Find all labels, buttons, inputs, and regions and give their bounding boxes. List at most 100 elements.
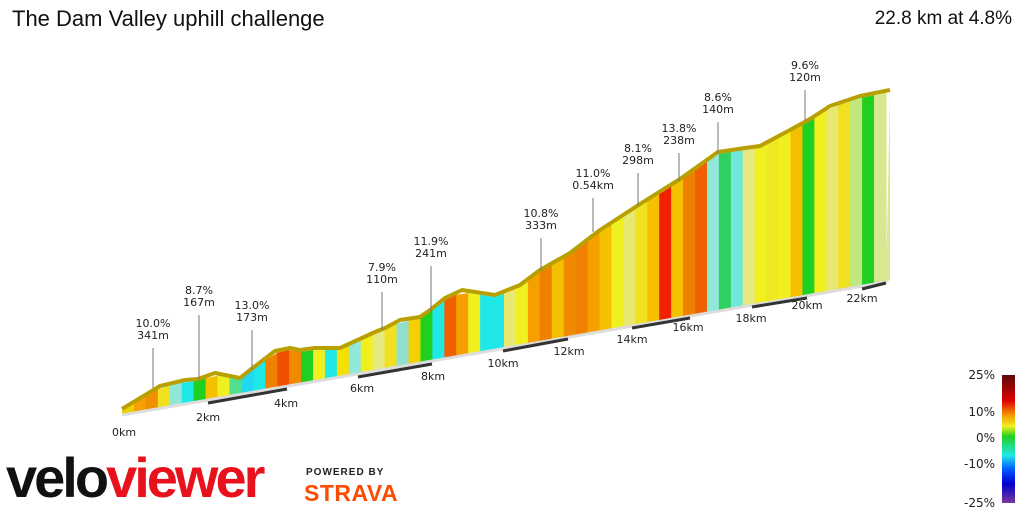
- gradient-segment: [408, 318, 422, 366]
- gradient-segment: [515, 280, 529, 347]
- legend-label: -10%: [964, 457, 995, 471]
- gradient-segment: [145, 388, 159, 411]
- annotation-gradient: 7.9%: [368, 261, 396, 274]
- annotation-length: 241m: [415, 247, 447, 260]
- x-tick-label: 0km: [112, 426, 136, 439]
- climb-summary: 22.8 km at 4.8%: [874, 8, 1012, 29]
- km-bar: [502, 337, 569, 353]
- legend-label: 10%: [968, 405, 995, 419]
- annotation-gradient: 8.6%: [704, 91, 732, 104]
- gradient-segment: [217, 375, 231, 399]
- gradient-segment: [468, 292, 481, 355]
- annotation-length: 238m: [663, 134, 695, 147]
- gradient-segment: [336, 345, 350, 378]
- annotation-gradient: 11.9%: [414, 235, 449, 248]
- gradient-segment: [420, 309, 433, 364]
- gradient-segment: [384, 323, 398, 370]
- annotation-gradient: 9.6%: [791, 59, 819, 72]
- gradient-segment: [718, 152, 732, 312]
- profile-end-face: [886, 92, 890, 282]
- km-bar: [207, 387, 288, 405]
- x-tick-label: 2km: [196, 411, 220, 424]
- gradient-segment: [372, 329, 386, 372]
- gradient-segment: [301, 350, 314, 384]
- gradient-segment: [790, 124, 804, 299]
- gradient-segment: [229, 377, 242, 397]
- gradient-segment: [504, 288, 517, 349]
- gradient-segment: [432, 300, 445, 361]
- gradient-segment: [814, 110, 827, 295]
- annotation-length: 298m: [622, 154, 654, 167]
- gradient-segment: [611, 216, 624, 330]
- annotation-length: 333m: [525, 219, 557, 232]
- km-bar: [751, 296, 808, 309]
- page-title: The Dam Valley uphill challenge: [12, 6, 325, 31]
- x-tick-label: 4km: [274, 397, 298, 410]
- gradient-segment: [683, 169, 696, 318]
- powered-by-text: POWERED BY: [306, 467, 385, 478]
- gradient-segment: [706, 153, 720, 314]
- x-tick-label: 8km: [421, 370, 445, 383]
- gradient-segment: [348, 340, 362, 376]
- km-bar: [631, 316, 691, 330]
- gradient-segment: [527, 271, 541, 345]
- gradient-legend-bar: [1002, 375, 1015, 503]
- x-tick-label: 22km: [846, 292, 877, 305]
- annotation-length: 110m: [366, 273, 398, 286]
- gradient-segment: [193, 378, 207, 403]
- km-bar: [357, 362, 433, 379]
- gradient-segment: [444, 294, 457, 359]
- gradient-segment: [647, 193, 660, 324]
- legend-label: 25%: [968, 368, 995, 382]
- gradient-segment: [265, 352, 278, 391]
- x-tick-label: 10km: [487, 357, 518, 370]
- profile-top-edge: [120, 88, 891, 411]
- gradient-segment: [742, 148, 756, 307]
- gradient-segment: [635, 201, 648, 326]
- gradient-segment: [671, 178, 684, 320]
- x-tick-label: 20km: [791, 299, 822, 312]
- gradient-segment: [599, 224, 613, 332]
- annotation-gradient: 13.8%: [662, 122, 697, 135]
- annotation-length: 120m: [789, 71, 821, 84]
- gradient-segment: [838, 101, 851, 291]
- gradient-segment: [396, 320, 410, 368]
- gradient-segment: [850, 97, 863, 289]
- gradient-segment: [539, 265, 553, 343]
- km-bar: [861, 281, 887, 291]
- gradient-segment: [766, 137, 780, 303]
- annotation-gradient: 11.0%: [576, 167, 611, 180]
- gradient-segment: [181, 381, 195, 405]
- gradient-segment: [730, 150, 744, 310]
- x-tick-label: 18km: [735, 312, 766, 325]
- gradient-segment: [313, 350, 326, 382]
- x-tick-label: 12km: [553, 345, 584, 358]
- baseline: [121, 280, 887, 417]
- annotation-length: 140m: [702, 103, 734, 116]
- annotation-length: 173m: [236, 311, 268, 324]
- annotation-gradient: 10.0%: [136, 317, 171, 330]
- annotation-length: 341m: [137, 329, 169, 342]
- legend-label: 0%: [976, 431, 995, 445]
- annotation-gradient: 10.8%: [524, 207, 559, 220]
- gradient-segment: [456, 293, 469, 357]
- gradient-segment: [253, 359, 266, 393]
- gradient-segment: [551, 258, 565, 341]
- gradient-segment: [277, 350, 290, 388]
- x-tick-label: 14km: [616, 333, 647, 346]
- gradient-segment: [802, 117, 815, 297]
- gradient-segment: [575, 241, 589, 337]
- gradient-segment: [205, 375, 219, 401]
- gradient-segment: [492, 293, 505, 351]
- gradient-segment: [754, 144, 768, 305]
- gradient-segment: [826, 105, 839, 293]
- gradient-segment: [480, 294, 493, 353]
- gradient-segment: [133, 396, 147, 413]
- strava-logo: STRAVA: [304, 480, 399, 506]
- annotation-gradient: 13.0%: [235, 299, 270, 312]
- gradient-segment: [623, 208, 636, 328]
- annotation-length: 167m: [183, 296, 215, 309]
- gradient-segment: [862, 95, 875, 287]
- gradient-segment: [324, 350, 338, 380]
